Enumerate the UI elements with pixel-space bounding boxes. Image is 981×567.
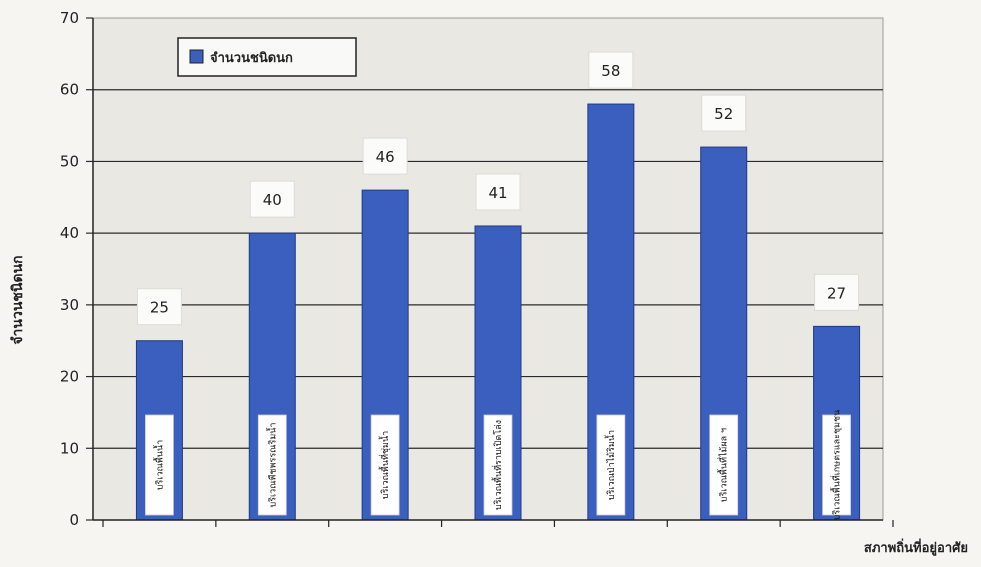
data-label: 41 (488, 184, 507, 202)
data-label-box (701, 94, 747, 132)
category-label: บริเวณป่าไม้ริมน้ำ (604, 430, 617, 500)
y-tick-label: 60 (60, 81, 79, 99)
category-label: บริเวณพื้นน้ำ (152, 440, 165, 490)
category-label-box (596, 414, 626, 516)
category-label: บริเวณพืชพรรณริมน้ำ (265, 423, 278, 508)
category-label: บริเวณพื้นที่ชุ่มน้ำ (378, 431, 391, 499)
data-label: 40 (263, 191, 282, 209)
category-label-box (709, 414, 739, 516)
category-label-box (483, 414, 513, 516)
category-labels: บริเวณพื้นน้ำ บริเวณพืชพรรณริมน้ำ บริเวณพื… (145, 410, 851, 521)
legend-box (177, 37, 357, 77)
y-tick-label: 20 (60, 368, 79, 386)
data-label: 27 (827, 284, 846, 302)
y-tick-label: 40 (60, 224, 79, 242)
data-label: 46 (376, 148, 395, 166)
y-tick-label: 10 (60, 439, 79, 457)
legend: จำนวนชนิดนก (177, 37, 357, 77)
data-labels: 25 40 46 41 58 52 27 (136, 51, 860, 326)
legend-swatch (189, 49, 204, 64)
data-label-box (814, 273, 860, 311)
category-label-box (822, 414, 851, 516)
category-label-box (145, 414, 174, 516)
y-tick-labels: 0 10 20 30 40 50 60 70 (60, 9, 79, 529)
x-axis-title: สภาพถิ่นที่อยู่อาศัย (864, 538, 968, 556)
data-label-box (362, 137, 408, 175)
data-label-box (136, 288, 182, 326)
data-label-box (475, 173, 521, 211)
legend-label: จำนวนชนิดนก (210, 50, 293, 66)
data-label: 58 (601, 62, 620, 80)
data-label-box (588, 51, 634, 89)
category-label: บริเวณพื้นที่เกษตรและชุมชน (830, 410, 843, 521)
data-label-box (249, 180, 295, 218)
category-label-box (257, 414, 287, 516)
data-label: 25 (150, 299, 169, 317)
data-label: 52 (714, 105, 733, 123)
y-tick-label: 70 (60, 9, 79, 27)
y-tick-label: 0 (69, 511, 79, 529)
y-tick-label: 30 (60, 296, 79, 314)
category-label: บริเวณพื้นที่ไม้ผล ฯ (717, 428, 730, 502)
category-label-box (370, 414, 400, 516)
axes (92, 18, 894, 527)
y-tick-label: 50 (60, 152, 79, 170)
category-label: บริเวณพื้นที่ราบเปิดโล่ง (491, 420, 504, 510)
y-axis-title: จำนวนชนิดนก (10, 255, 26, 344)
